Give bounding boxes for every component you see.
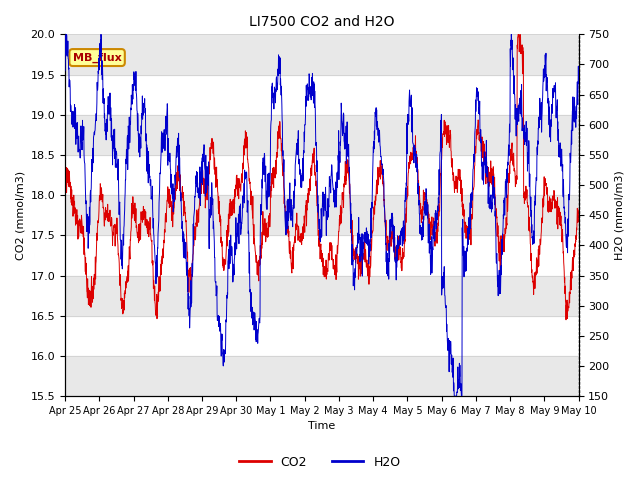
Y-axis label: H2O (mmol/m3): H2O (mmol/m3) bbox=[615, 170, 625, 260]
Title: LI7500 CO2 and H2O: LI7500 CO2 and H2O bbox=[249, 15, 395, 29]
Bar bbox=[65, 195, 579, 235]
Bar bbox=[65, 276, 579, 316]
Legend: CO2, H2O: CO2, H2O bbox=[234, 451, 406, 474]
Bar bbox=[65, 356, 579, 396]
Text: MB_flux: MB_flux bbox=[73, 52, 122, 63]
Bar bbox=[65, 115, 579, 155]
Bar bbox=[65, 35, 579, 74]
Y-axis label: CO2 (mmol/m3): CO2 (mmol/m3) bbox=[15, 171, 25, 260]
X-axis label: Time: Time bbox=[308, 421, 335, 432]
